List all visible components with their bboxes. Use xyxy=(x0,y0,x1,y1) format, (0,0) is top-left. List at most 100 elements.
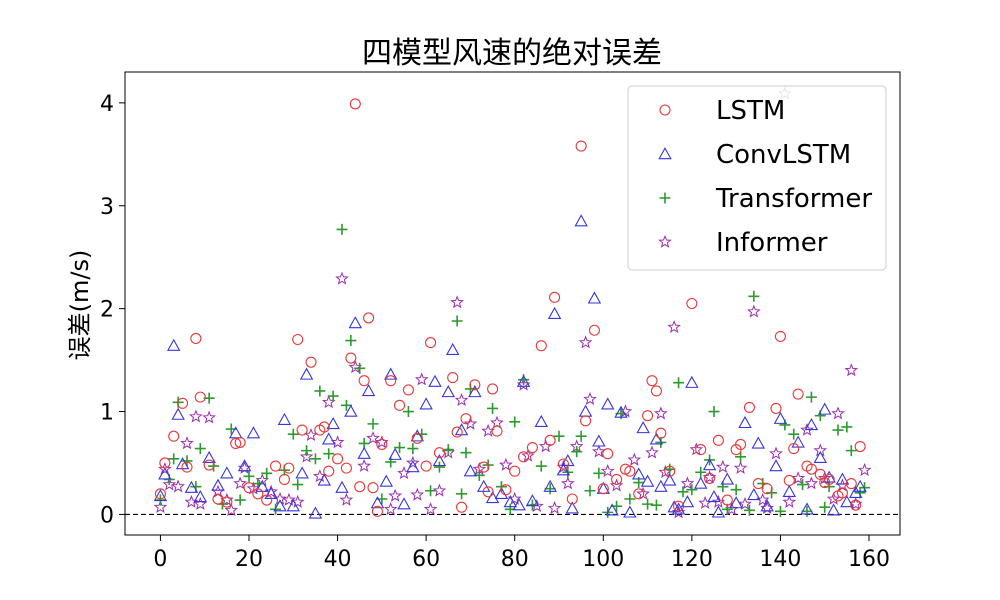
data-point xyxy=(544,483,556,495)
data-point xyxy=(490,415,504,429)
data-point xyxy=(442,444,454,456)
data-point xyxy=(686,484,698,496)
data-point xyxy=(592,434,606,447)
data-point xyxy=(823,473,835,485)
data-point xyxy=(270,460,282,472)
data-point xyxy=(376,438,388,451)
data-point xyxy=(321,432,336,445)
data-point xyxy=(374,435,389,449)
data-point xyxy=(233,476,248,490)
data-point xyxy=(345,352,357,364)
data-point xyxy=(153,488,168,502)
data-point xyxy=(693,476,708,489)
y-tick-label: 1 xyxy=(100,401,114,426)
legend-label: ConvLSTM xyxy=(716,140,851,170)
data-point xyxy=(841,421,853,433)
data-point xyxy=(624,493,636,505)
data-point xyxy=(845,445,857,457)
data-point xyxy=(578,404,593,417)
data-point xyxy=(327,390,339,402)
data-point xyxy=(371,505,383,517)
data-point xyxy=(460,447,472,459)
data-point xyxy=(180,436,194,450)
data-point xyxy=(645,445,659,459)
data-point xyxy=(791,471,806,485)
data-point xyxy=(451,426,463,438)
x-tick-label: 40 xyxy=(324,547,352,572)
data-point xyxy=(686,297,698,310)
data-point xyxy=(162,477,177,491)
data-point xyxy=(354,481,366,493)
data-point xyxy=(518,451,530,463)
data-point xyxy=(261,494,273,506)
data-point xyxy=(850,499,862,511)
data-point xyxy=(326,416,340,430)
data-point xyxy=(512,498,526,511)
data-point xyxy=(636,421,650,434)
data-point xyxy=(432,483,447,497)
data-point xyxy=(237,459,252,472)
data-point xyxy=(168,430,180,442)
data-point xyxy=(853,479,867,492)
data-point xyxy=(664,465,676,477)
data-point xyxy=(349,98,361,110)
data-point xyxy=(463,416,478,430)
data-point xyxy=(433,461,445,473)
data-point xyxy=(553,430,565,442)
y-tick-label: 2 xyxy=(100,298,114,323)
data-point xyxy=(857,462,872,477)
data-point xyxy=(769,459,783,472)
data-point xyxy=(743,504,755,516)
data-point xyxy=(344,404,358,417)
data-point xyxy=(228,426,243,439)
legend-box xyxy=(627,85,887,271)
plot-area xyxy=(125,86,900,519)
data-point xyxy=(583,392,597,406)
data-point xyxy=(788,428,800,440)
data-point xyxy=(783,474,795,487)
data-point xyxy=(543,479,557,492)
data-point xyxy=(460,413,472,425)
data-point xyxy=(605,503,619,516)
data-point xyxy=(538,439,553,453)
x-tick-label: 80 xyxy=(501,547,529,572)
data-point xyxy=(805,463,817,475)
data-point xyxy=(804,476,819,490)
data-point xyxy=(817,402,832,415)
data-point xyxy=(314,385,326,397)
data-point xyxy=(650,499,662,511)
data-point xyxy=(748,290,760,302)
data-point xyxy=(273,499,287,512)
data-point xyxy=(367,418,379,430)
data-point xyxy=(702,458,717,471)
data-point xyxy=(848,485,863,499)
data-point xyxy=(428,374,442,387)
y-axis-label: 误差(m/s) xyxy=(66,250,94,361)
data-point xyxy=(454,392,469,407)
data-point xyxy=(800,422,814,436)
data-point xyxy=(819,501,831,513)
data-point xyxy=(640,474,655,487)
x-tick-label: 100 xyxy=(582,547,624,572)
data-point xyxy=(600,397,615,410)
data-point xyxy=(456,488,468,500)
data-point xyxy=(158,467,172,480)
data-point xyxy=(509,465,521,477)
data-point xyxy=(631,467,646,480)
data-point xyxy=(633,488,645,500)
data-point xyxy=(680,495,695,508)
data-point xyxy=(566,493,578,505)
data-point xyxy=(354,362,366,374)
x-tick-label: 160 xyxy=(848,547,890,572)
data-point xyxy=(336,223,348,235)
data-point xyxy=(153,499,168,514)
data-point xyxy=(292,333,304,346)
data-point xyxy=(367,482,379,494)
data-point xyxy=(397,497,411,510)
data-point xyxy=(509,416,521,428)
data-point xyxy=(370,496,385,509)
data-point xyxy=(190,332,202,345)
y-tick-label: 4 xyxy=(100,92,114,117)
data-point xyxy=(752,478,764,490)
data-point xyxy=(584,485,596,497)
